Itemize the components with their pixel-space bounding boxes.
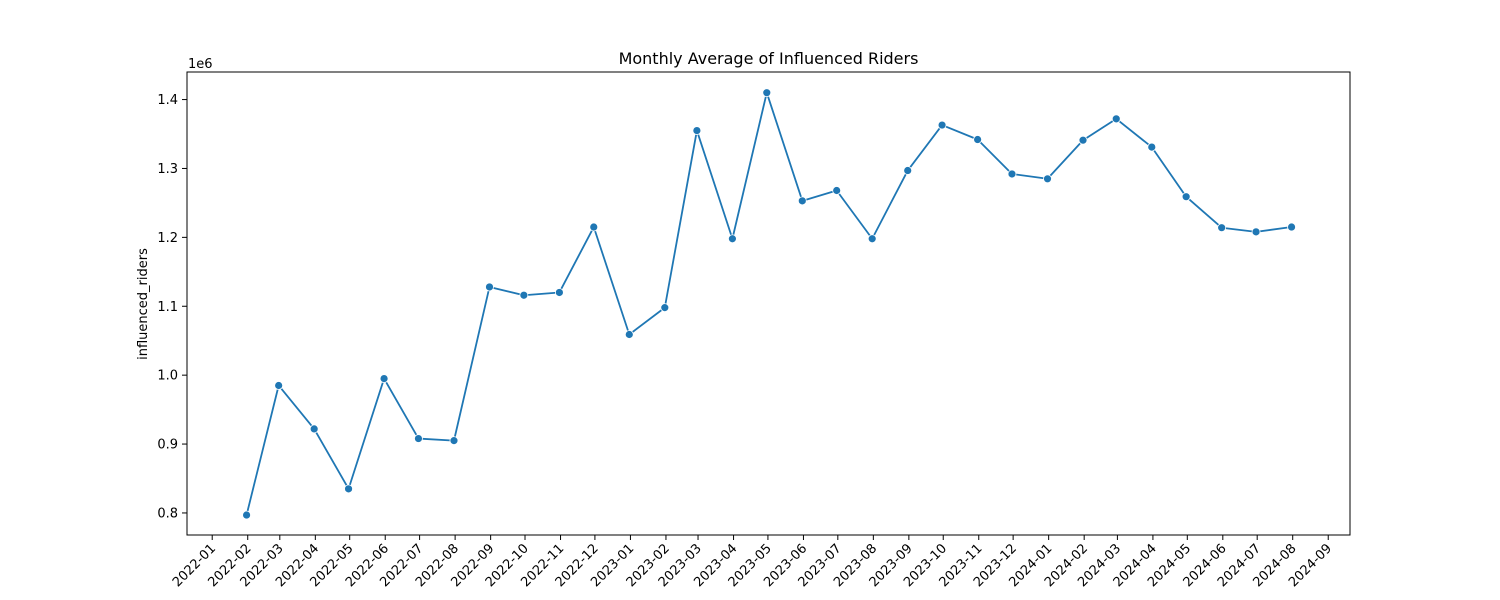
data-point (797, 196, 807, 206)
data-point (1078, 135, 1088, 145)
chart-title: Monthly Average of Influenced Riders (619, 49, 919, 68)
data-point (485, 282, 494, 292)
data-point (449, 436, 459, 446)
y-axis: 0.8 0.9 1.0 1.1 1.2 1.3 1.4 (157, 93, 187, 521)
data-point (762, 88, 772, 98)
data-point (903, 166, 913, 175)
data-point (414, 434, 423, 443)
data-point (692, 126, 702, 135)
y-tick-label: 1.0 (157, 369, 178, 384)
data-point (344, 484, 353, 494)
data-point (1111, 114, 1121, 124)
data-point (728, 234, 737, 244)
data-point (624, 330, 634, 339)
data-point (660, 303, 670, 313)
data-point (379, 374, 389, 383)
data-point (1287, 222, 1296, 232)
y-axis-label: influenced_riders (136, 248, 151, 360)
plot-area-frame (186, 71, 1351, 536)
data-point (867, 234, 877, 244)
data-point (832, 186, 842, 195)
data-point (554, 288, 564, 297)
data-point (242, 510, 251, 520)
data-point (1147, 142, 1157, 152)
y-tick-label: 1.1 (157, 300, 178, 315)
data-point (1007, 169, 1017, 179)
y-tick-label: 1.4 (157, 93, 178, 108)
data-point (937, 120, 947, 130)
y-tick-label: 1.2 (157, 231, 178, 246)
y-tick-label: 0.9 (157, 438, 178, 453)
data-point (519, 290, 529, 300)
y-tick-label: 1.3 (157, 162, 178, 177)
data-point (973, 135, 983, 144)
y-axis-offset-label: 1e6 (188, 57, 213, 72)
data-point (1251, 227, 1261, 237)
data-point (1181, 192, 1191, 202)
data-point (1043, 174, 1052, 184)
series-markers (242, 88, 1296, 520)
data-point (309, 424, 319, 434)
y-tick-label: 0.8 (157, 506, 178, 521)
data-point (1217, 223, 1227, 233)
data-point (589, 222, 599, 232)
data-point (274, 381, 284, 390)
